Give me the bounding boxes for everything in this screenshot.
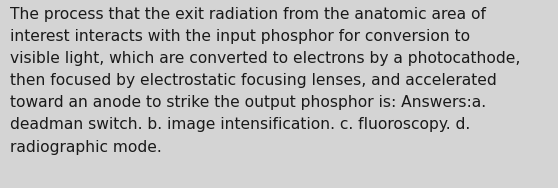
Text: toward an anode to strike the output phosphor is: Answers:a.: toward an anode to strike the output pho… [10,95,486,110]
Text: interest interacts with the input phosphor for conversion to: interest interacts with the input phosph… [10,29,470,44]
Text: then focused by electrostatic focusing lenses, and accelerated: then focused by electrostatic focusing l… [10,73,497,88]
Text: deadman switch. b. image intensification. c. fluoroscopy. d.: deadman switch. b. image intensification… [10,118,470,133]
Text: radiographic mode.: radiographic mode. [10,140,162,155]
Text: visible light, which are converted to electrons by a photocathode,: visible light, which are converted to el… [10,51,521,66]
Text: The process that the exit radiation from the anatomic area of: The process that the exit radiation from… [10,7,486,22]
